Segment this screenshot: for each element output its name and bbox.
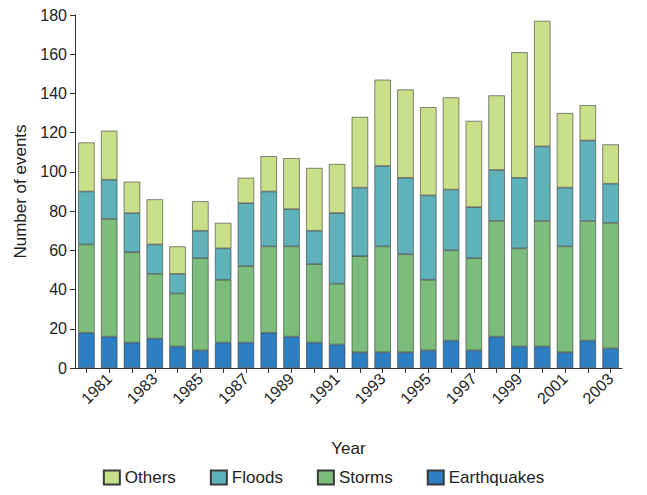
svg-text:120: 120: [40, 124, 67, 141]
svg-text:60: 60: [49, 242, 67, 259]
svg-text:80: 80: [49, 203, 67, 220]
svg-text:Floods: Floods: [232, 468, 283, 487]
svg-text:1987: 1987: [215, 370, 252, 407]
svg-text:Others: Others: [125, 468, 176, 487]
svg-text:1983: 1983: [124, 370, 161, 407]
svg-text:Number of events: Number of events: [11, 124, 30, 258]
svg-text:40: 40: [49, 281, 67, 298]
svg-text:20: 20: [49, 320, 67, 337]
svg-text:1993: 1993: [352, 370, 389, 407]
svg-text:Earthquakes: Earthquakes: [449, 468, 544, 487]
svg-text:Storms: Storms: [339, 468, 393, 487]
svg-text:140: 140: [40, 85, 67, 102]
svg-text:2003: 2003: [579, 370, 616, 407]
svg-text:1995: 1995: [397, 370, 434, 407]
svg-text:100: 100: [40, 163, 67, 180]
svg-text:Year: Year: [331, 439, 366, 458]
svg-text:1985: 1985: [169, 370, 206, 407]
svg-text:2001: 2001: [534, 370, 571, 407]
svg-text:1997: 1997: [443, 370, 480, 407]
svg-text:180: 180: [40, 7, 67, 24]
svg-text:1991: 1991: [306, 370, 343, 407]
svg-text:0: 0: [58, 360, 67, 377]
svg-text:1989: 1989: [260, 370, 297, 407]
svg-text:160: 160: [40, 46, 67, 63]
svg-text:1999: 1999: [488, 370, 525, 407]
svg-text:1981: 1981: [78, 370, 115, 407]
